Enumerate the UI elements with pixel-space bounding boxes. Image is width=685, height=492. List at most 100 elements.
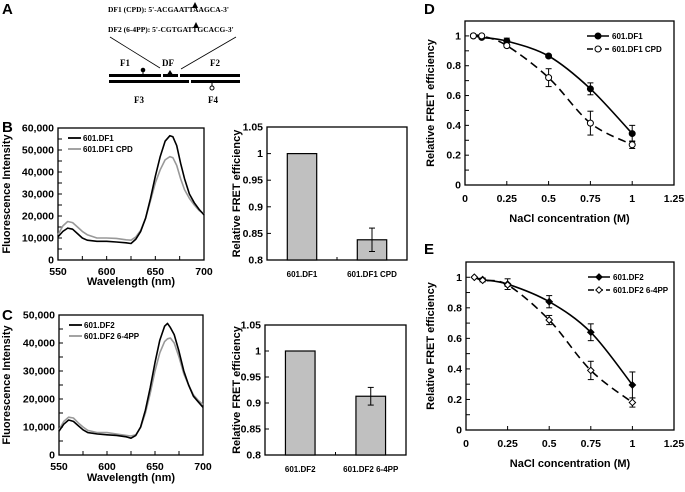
label-f4: F4 [208, 95, 218, 105]
C-bars-bar [355, 395, 387, 456]
E-salt-data-point [586, 366, 595, 375]
B-spectrum-xtick-label: 700 [195, 266, 213, 278]
D-salt-data-point [628, 130, 636, 138]
D-salt-xtick-label: 0.75 [580, 193, 601, 205]
C-spectrum-ytick-label: 10,000 [23, 422, 55, 434]
E-salt-ytick-label: 0.2 [447, 394, 462, 406]
D-salt-series-line [473, 34, 633, 146]
label-f2: F2 [210, 58, 220, 68]
B-bars-ytick-label: 0.95 [243, 175, 264, 187]
B-spectrum-ytick-label: 60,000 [22, 123, 54, 135]
B-spectrum-xtick-label: 650 [147, 266, 165, 278]
acceptor-fluorophore-icon [209, 85, 215, 91]
label-f1: F1 [120, 58, 130, 68]
D-salt-data-point [469, 32, 477, 40]
C-spectrum-ylabel: Fluorescence Intensity [1, 325, 13, 445]
E-salt-legend-marker [595, 286, 603, 294]
D-salt-xlabel: NaCl concentration (M) [509, 213, 630, 225]
B-spectrum-ytick-label: 0 [48, 255, 54, 267]
E-salt-ytick-label: 0.4 [447, 363, 462, 375]
B-bars-bar [286, 153, 318, 261]
E-salt-xtick-label: 0.25 [497, 438, 518, 450]
B-bars-ytick-label: 0.8 [248, 255, 263, 267]
B-bars-ytick-label: 0.85 [243, 228, 264, 240]
B-bars-ytick-label: 1 [257, 148, 263, 160]
B-spectrum-xtick-label: 600 [98, 266, 116, 278]
C-spectrum-ytick-label: 50,000 [23, 310, 55, 322]
lesion-marker-df2-icon [193, 22, 199, 28]
B-spectrum-ytick-label: 40,000 [22, 167, 54, 179]
B-spectrum-series-line [57, 134, 205, 245]
C-bars-category-label: 601.DF2 [285, 465, 316, 474]
C-spectrum-xlabel: Wavelength (nm) [87, 472, 176, 484]
B-spectrum-legend-label: 601.DF1 [83, 134, 114, 143]
E-salt-ytick-label: 0.6 [447, 333, 462, 345]
B-bars-category-label: 601.DF1 CPD [347, 270, 397, 279]
E-salt-xtick-label: 0 [463, 438, 469, 450]
B-spectrum: 0 10,000 20,000 30,000 40,000 50,000 60,000 550… [1, 123, 213, 289]
C-spectrum: 0 10,000 20,000 30,000 40,000 50,000 550 600 650… [1, 310, 212, 485]
C-bars-ylabel: Relative FRET efficiency [231, 325, 243, 454]
B-spectrum-ytick-label: 50,000 [22, 145, 54, 157]
panel-letter-c: C [2, 307, 13, 324]
E-salt-plot-frame [465, 261, 675, 431]
B-spectrum-xlabel: Wavelength (nm) [87, 276, 176, 288]
D-salt-data-point [628, 141, 636, 149]
label-df: DF [162, 58, 174, 68]
E-salt-legend-label: 601.DF2 [613, 273, 644, 282]
B-spectrum-ytick-label: 30,000 [22, 189, 54, 201]
E-salt-legend-marker [595, 273, 603, 281]
E-salt-data-point [545, 297, 554, 306]
C-spectrum-ytick-label: 20,000 [23, 394, 55, 406]
C-bars-category-label: 601.DF2 6-4PP [343, 465, 399, 474]
D-salt-legend-marker [594, 32, 602, 40]
C-spectrum-ytick-label: 30,000 [23, 366, 55, 378]
D-salt-legend-label: 601.DF1 [612, 32, 643, 41]
E-salt-data-point [478, 276, 487, 285]
D-salt-ylabel: Relative FRET efficiency [425, 38, 437, 167]
D-salt-ytick-label: 0.4 [446, 120, 461, 132]
C-bars-ytick-label: 0.95 [241, 372, 262, 384]
B-bars-category-label: 601.DF1 [287, 270, 318, 279]
D-salt-ytick-label: 0.2 [446, 150, 461, 162]
B-spectrum-ytick-label: 10,000 [22, 233, 54, 245]
zoom-line-left [109, 36, 161, 69]
C-bars-ytick-label: 0.8 [246, 450, 261, 462]
C-spectrum-series-line [58, 337, 204, 437]
charts: 0 10,000 20,000 30,000 40,000 50,000 60,000 550… [1, 20, 685, 485]
panel-a: A DF1 (CPD): 5'-ACGAATTAAGCA-3' DF2 (6-4… [2, 1, 240, 105]
C-spectrum-ytick-label: 40,000 [23, 338, 55, 350]
B-bars-ytick-label: 1.05 [243, 122, 264, 134]
B-spectrum-legend-label: 601.DF1 CPD [83, 145, 133, 154]
panel-letter-e: E [424, 241, 434, 258]
E-salt-data-point [470, 273, 479, 282]
E-salt-xtick-label: 0.5 [542, 438, 557, 450]
B-bars-ytick-label: 0.9 [248, 201, 263, 213]
C-spectrum-ytick-label: 0 [49, 450, 55, 462]
C-bars-ytick-label: 0.85 [241, 424, 262, 436]
E-salt-series-line [474, 276, 633, 404]
E-salt-xtick-label: 1.25 [664, 438, 685, 450]
B-spectrum-xtick-label: 550 [49, 266, 67, 278]
strand-f2 [180, 74, 240, 77]
C-spectrum-series-line [58, 322, 204, 440]
C-spectrum-xtick-label: 600 [98, 461, 116, 473]
D-salt-data-point [503, 42, 511, 50]
D-salt-xtick-label: 0.25 [497, 193, 518, 205]
E-salt-data-point [628, 398, 637, 407]
D-salt-series-line [473, 35, 633, 135]
strand-f3 [109, 80, 189, 83]
E-salt-data-point [586, 328, 595, 337]
E-salt-series-line [474, 276, 634, 386]
D-salt-ytick-label: 0 [455, 180, 461, 192]
C-spectrum-xtick-label: 650 [146, 461, 164, 473]
E-salt-ytick-label: 1 [456, 272, 462, 284]
D-salt: 0 0.2 0.4 0.6 0.8 1 0 0.25 0.5 0.75 1 1.25 NaCl conc… [425, 20, 684, 225]
D-salt-xtick-label: 0 [462, 193, 468, 205]
D-salt-data-point [545, 52, 553, 60]
E-salt-ytick-label: 0.8 [447, 302, 462, 314]
B-bars-ylabel: Relative FRET efficiency [231, 129, 243, 258]
E-salt-data-point [503, 281, 512, 289]
